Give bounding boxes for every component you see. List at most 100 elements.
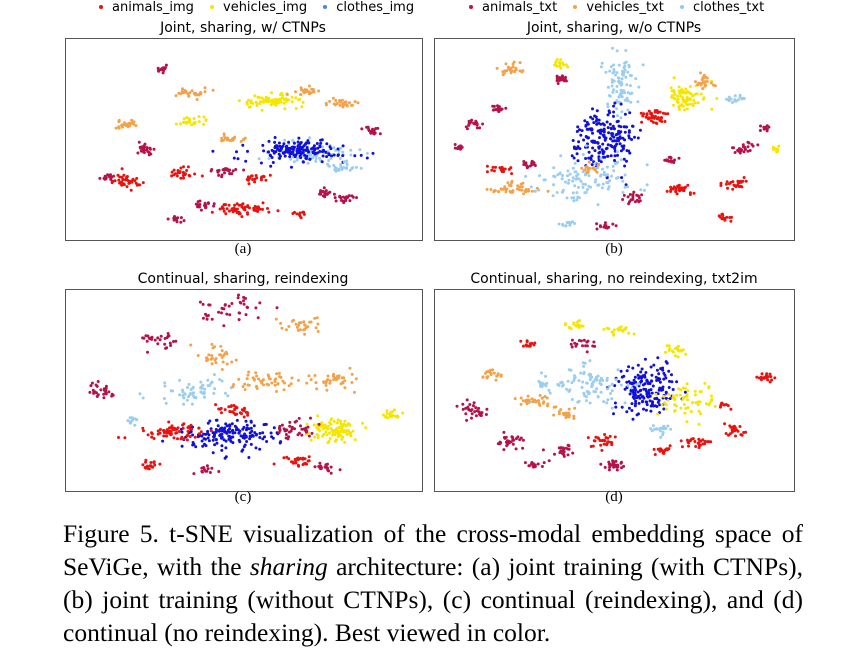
point-vehicles-img bbox=[264, 100, 268, 103]
point-clothes-txt bbox=[606, 102, 610, 106]
point-animals-img bbox=[652, 447, 656, 451]
point-animals-img bbox=[232, 411, 236, 415]
point-clothes-txt bbox=[602, 400, 606, 404]
point-clothes-txt bbox=[334, 148, 338, 152]
point-vehicles-txt bbox=[203, 86, 207, 90]
point-clothes-img bbox=[365, 156, 369, 160]
point-clothes-img bbox=[304, 141, 308, 145]
point-vehicles-txt bbox=[243, 388, 247, 392]
point-clothes-img bbox=[627, 406, 631, 410]
point-vehicles-txt bbox=[520, 185, 524, 189]
point-animals-img bbox=[503, 167, 507, 171]
point-animals-txt bbox=[603, 223, 607, 227]
point-animals-txt bbox=[288, 420, 292, 424]
point-animals-txt bbox=[742, 150, 746, 154]
point-vehicles-txt bbox=[712, 83, 715, 87]
point-clothes-txt bbox=[573, 170, 577, 174]
point-animals-txt bbox=[505, 444, 509, 448]
point-clothes-img bbox=[238, 429, 242, 433]
point-animals-img bbox=[156, 429, 160, 433]
point-animals-txt bbox=[472, 401, 476, 405]
point-vehicles-img bbox=[282, 101, 286, 105]
point-clothes-img bbox=[219, 436, 223, 440]
legend-item-clothes-img: clothes_img bbox=[319, 0, 414, 15]
point-clothes-txt bbox=[340, 168, 344, 171]
point-vehicles-txt bbox=[255, 374, 259, 378]
point-clothes-img bbox=[571, 139, 575, 142]
point-clothes-img bbox=[608, 111, 612, 115]
point-vehicles-img bbox=[693, 101, 697, 105]
point-clothes-txt bbox=[545, 381, 549, 385]
point-vehicles-txt bbox=[304, 326, 308, 330]
point-vehicles-img bbox=[684, 407, 688, 410]
point-clothes-img bbox=[231, 431, 235, 435]
point-vehicles-txt bbox=[275, 390, 278, 393]
point-animals-txt bbox=[470, 118, 474, 122]
point-vehicles-txt bbox=[521, 399, 525, 403]
point-vehicles-txt bbox=[188, 91, 192, 95]
point-animals-img bbox=[229, 405, 233, 408]
point-animals-img bbox=[744, 430, 748, 434]
point-clothes-img bbox=[649, 404, 653, 408]
point-animals-img bbox=[276, 209, 280, 213]
point-animals-txt bbox=[166, 332, 170, 335]
point-animals-txt bbox=[464, 125, 468, 129]
point-clothes-img bbox=[631, 366, 635, 370]
point-vehicles-img bbox=[676, 94, 680, 98]
point-animals-txt bbox=[622, 464, 626, 468]
point-clothes-img bbox=[206, 436, 210, 440]
point-animals-txt bbox=[741, 145, 745, 149]
point-animals-txt bbox=[619, 461, 623, 465]
point-vehicles-img bbox=[270, 98, 274, 102]
point-clothes-txt bbox=[329, 156, 333, 160]
point-vehicles-txt bbox=[234, 358, 238, 362]
point-animals-img bbox=[150, 435, 154, 439]
point-clothes-img bbox=[230, 422, 234, 426]
point-clothes-img bbox=[321, 154, 325, 158]
point-clothes-txt bbox=[626, 91, 630, 95]
point-clothes-img bbox=[606, 113, 610, 117]
point-animals-txt bbox=[93, 390, 97, 394]
point-clothes-img bbox=[267, 150, 270, 154]
point-animals-img bbox=[247, 182, 251, 186]
point-clothes-img bbox=[609, 144, 613, 147]
point-clothes-txt bbox=[598, 381, 602, 385]
point-clothes-img bbox=[578, 128, 581, 132]
point-animals-img bbox=[158, 462, 162, 466]
point-clothes-txt bbox=[581, 361, 585, 365]
point-clothes-txt bbox=[561, 174, 565, 177]
point-clothes-img bbox=[653, 397, 657, 401]
point-clothes-txt bbox=[199, 385, 203, 389]
point-animals-img bbox=[232, 209, 236, 213]
point-clothes-txt bbox=[608, 69, 612, 73]
point-animals-txt bbox=[523, 461, 527, 465]
point-clothes-txt bbox=[623, 401, 627, 405]
point-animals-img bbox=[240, 412, 243, 416]
point-vehicles-txt bbox=[123, 121, 126, 125]
point-clothes-img bbox=[225, 424, 229, 428]
point-vehicles-txt bbox=[189, 343, 193, 347]
point-animals-img bbox=[209, 429, 213, 433]
point-clothes-txt bbox=[538, 381, 542, 385]
point-animals-img bbox=[120, 167, 124, 171]
point-animals-img bbox=[165, 431, 169, 435]
point-clothes-img bbox=[642, 407, 645, 411]
point-clothes-txt bbox=[565, 387, 569, 391]
point-vehicles-txt bbox=[484, 371, 487, 375]
point-clothes-img bbox=[299, 156, 303, 160]
point-vehicles-txt bbox=[196, 354, 200, 357]
point-vehicles-txt bbox=[324, 103, 328, 107]
point-animals-txt bbox=[351, 195, 355, 199]
point-animals-img bbox=[254, 209, 258, 212]
point-clothes-txt bbox=[626, 185, 630, 189]
point-clothes-txt bbox=[203, 395, 206, 399]
point-vehicles-img bbox=[333, 439, 337, 443]
point-vehicles-img bbox=[276, 98, 280, 102]
point-clothes-txt bbox=[226, 394, 230, 398]
point-clothes-img bbox=[249, 435, 253, 439]
point-vehicles-img bbox=[715, 97, 719, 100]
point-animals-img bbox=[501, 167, 505, 171]
point-animals-img bbox=[253, 204, 257, 208]
point-clothes-txt bbox=[623, 61, 627, 65]
point-animals-img bbox=[642, 112, 646, 116]
